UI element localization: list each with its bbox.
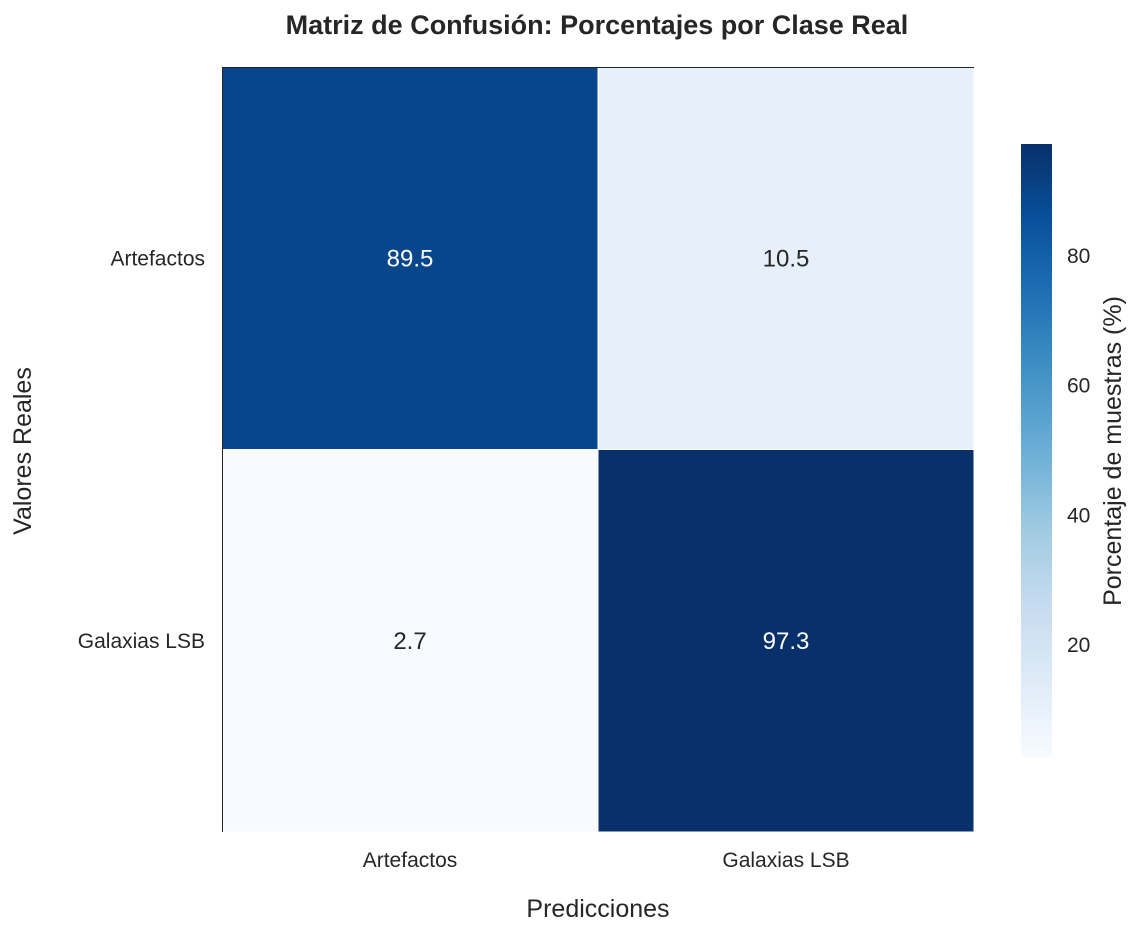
heatmap-cell <box>221 449 599 833</box>
colorbar-tick-label: 80 <box>1067 245 1090 268</box>
y-tick-label: Galaxias LSB <box>78 630 205 653</box>
x-tick-labels: Artefactos Galaxias LSB <box>363 849 850 872</box>
colorbar-tick-label: 20 <box>1067 634 1090 657</box>
colorbar <box>1021 144 1052 757</box>
heatmap-cells: 89.5 10.5 2.7 97.3 <box>221 66 975 833</box>
cell-value-label: 97.3 <box>763 628 810 655</box>
heatmap-cell <box>597 66 975 450</box>
x-axis-label: Predicciones <box>526 895 669 923</box>
x-tick-label: Artefactos <box>363 849 458 872</box>
x-tick-label: Galaxias LSB <box>722 849 849 872</box>
chart-title: Matriz de Confusión: Porcentajes por Cla… <box>286 10 909 40</box>
heatmap-cell <box>597 449 975 833</box>
y-axis-label: Valores Reales <box>9 367 37 535</box>
y-tick-label: Artefactos <box>110 247 205 270</box>
y-tick-labels: Artefactos Galaxias LSB <box>78 247 205 653</box>
colorbar-tick-label: 40 <box>1067 504 1090 527</box>
heatmap-cell <box>221 66 599 450</box>
cell-value-label: 2.7 <box>393 628 426 655</box>
colorbar-tick-label: 60 <box>1067 375 1090 398</box>
cell-value-label: 10.5 <box>763 245 810 272</box>
colorbar-tick-labels: 20 40 60 80 <box>1067 245 1090 657</box>
cell-value-label: 89.5 <box>387 245 434 272</box>
colorbar-label: Porcentaje de muestras (%) <box>1099 296 1127 606</box>
